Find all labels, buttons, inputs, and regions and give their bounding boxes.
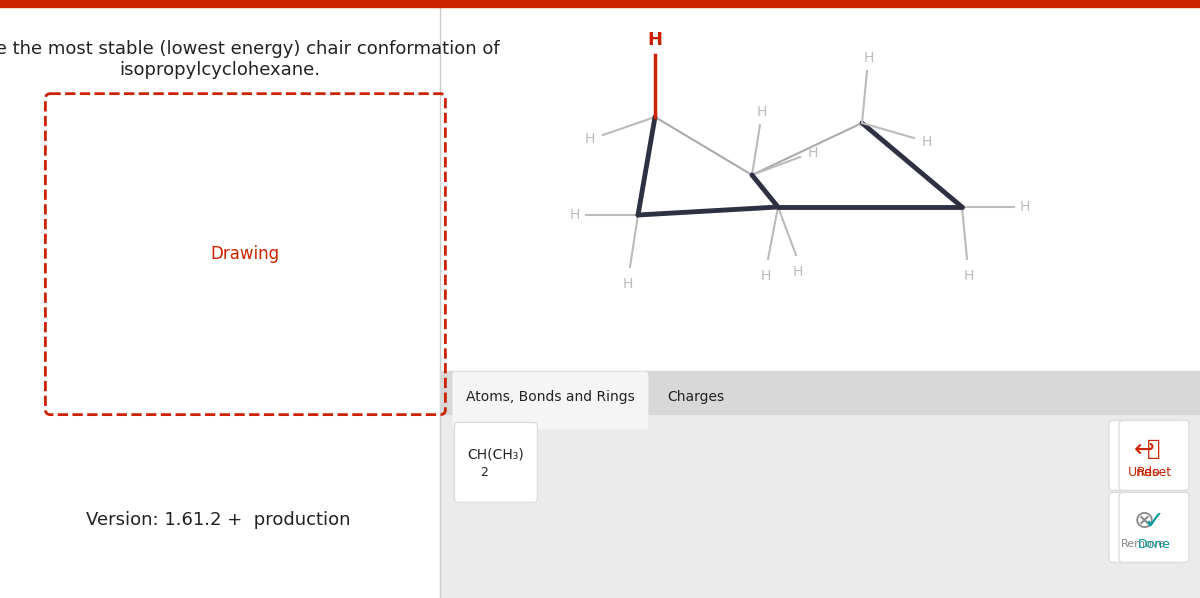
Text: Provide the most stable (lowest energy) chair conformation of
isopropylcyclohexa: Provide the most stable (lowest energy) …	[0, 40, 500, 79]
Text: H: H	[570, 208, 580, 222]
FancyBboxPatch shape	[1120, 420, 1189, 490]
Text: Done: Done	[1138, 538, 1170, 551]
Text: CH(CH₃): CH(CH₃)	[468, 447, 524, 462]
Text: Undo: Undo	[1128, 466, 1160, 479]
Text: H: H	[761, 269, 772, 283]
FancyBboxPatch shape	[1109, 420, 1178, 490]
FancyBboxPatch shape	[1109, 492, 1178, 562]
Text: H: H	[1020, 200, 1031, 214]
Text: Charges: Charges	[667, 389, 724, 404]
Bar	[440, 371, 1200, 414]
Text: H: H	[808, 146, 818, 160]
Text: H: H	[757, 105, 767, 119]
Text: H: H	[648, 31, 662, 49]
Bar	[440, 414, 1200, 598]
Text: H: H	[584, 132, 595, 146]
Text: ↩: ↩	[1134, 437, 1154, 462]
Text: H: H	[793, 265, 803, 279]
Text: H: H	[864, 51, 874, 65]
Text: 🗑: 🗑	[1147, 440, 1160, 459]
Text: ⊗: ⊗	[1134, 509, 1154, 533]
Text: Version: 1.61.2 +  production: Version: 1.61.2 + production	[85, 511, 350, 529]
Text: Drawing: Drawing	[211, 245, 280, 263]
Text: H: H	[922, 135, 932, 149]
Text: H: H	[964, 269, 974, 283]
FancyBboxPatch shape	[455, 422, 538, 502]
Bar	[0, 0, 1200, 7]
FancyBboxPatch shape	[452, 372, 648, 429]
Text: ✓: ✓	[1144, 509, 1164, 533]
Text: Remove: Remove	[1121, 539, 1166, 550]
Text: Atoms, Bonds and Rings: Atoms, Bonds and Rings	[466, 389, 635, 404]
Text: H: H	[623, 277, 634, 291]
FancyBboxPatch shape	[1120, 492, 1189, 562]
Text: Reset: Reset	[1136, 466, 1171, 479]
Text: 2: 2	[480, 466, 488, 479]
